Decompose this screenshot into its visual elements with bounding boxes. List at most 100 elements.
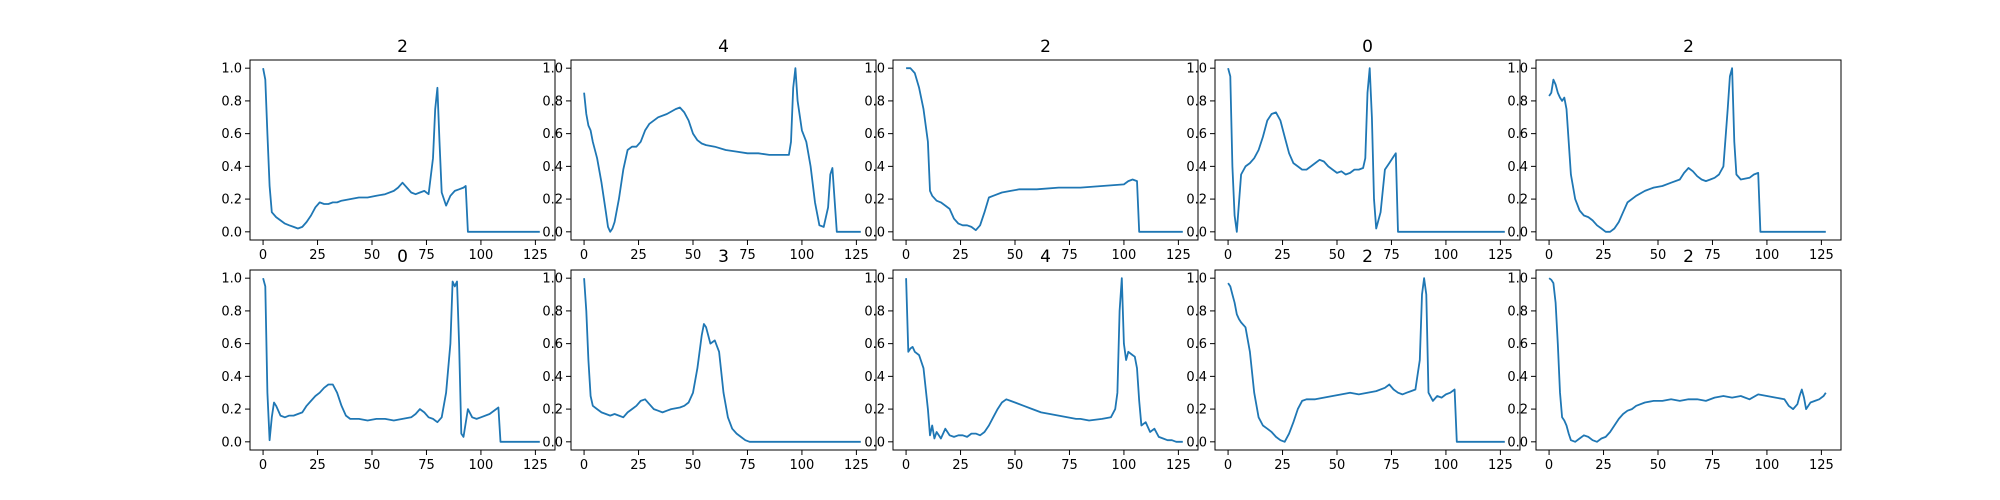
y-tick-label: 0.2	[221, 403, 242, 418]
y-tick-label: 1.0	[1186, 62, 1207, 77]
x-tick-label: 125	[844, 248, 869, 263]
subplot-title: 2	[1683, 247, 1694, 267]
y-tick-label: 0.8	[1186, 304, 1207, 319]
subplot-5: 2 0 25 50 75 100 125 0.0 0.2 0.4 0.6 0.8 1.0	[1507, 37, 1842, 263]
y-tick-label: 1.0	[1186, 272, 1207, 287]
y-tick-label: 0.0	[542, 435, 563, 450]
x-tick-label: 0	[902, 248, 910, 263]
subplot-1: 2 0 25 50 75 100 125 0.0 0.2 0.4 0.6 0.8 1.0	[221, 37, 556, 263]
x-tick-label: 125	[523, 458, 548, 473]
x-tick-label: 50	[685, 248, 702, 263]
x-tick-label: 0	[259, 458, 267, 473]
y-tick-label: 0.0	[1507, 225, 1528, 240]
x-tick-label: 125	[523, 248, 548, 263]
subplot-title: 2	[397, 37, 408, 57]
subplot-7: 3 0 25 50 75 100 125 0.0 0.2 0.4 0.6 0.8 1.0	[542, 247, 877, 473]
x-tick-label: 0	[1545, 248, 1553, 263]
y-tick-label: 1.0	[542, 62, 563, 77]
y-tick-label: 1.0	[864, 62, 885, 77]
x-tick-label: 25	[630, 248, 647, 263]
subplot-title: 2	[1683, 37, 1694, 57]
subplot-title: 4	[1040, 247, 1051, 267]
x-tick-label: 75	[1061, 248, 1078, 263]
x-tick-label: 25	[309, 248, 326, 263]
x-tick-label: 50	[364, 458, 381, 473]
series-line	[262, 277, 540, 443]
x-tick-label: 25	[1274, 248, 1291, 263]
x-tick-label: 25	[309, 458, 326, 473]
x-tick-label: 0	[259, 248, 267, 263]
plot-frame	[570, 59, 877, 241]
x-tick-label: 125	[1166, 458, 1191, 473]
series-line	[1227, 67, 1505, 233]
y-tick-label: 0.2	[864, 403, 885, 418]
plot-frame	[1535, 59, 1842, 241]
y-tick-label: 0.8	[542, 94, 563, 109]
y-tick-label: 0.4	[1507, 160, 1528, 175]
x-tick-label: 25	[630, 458, 647, 473]
subplot-title: 2	[1362, 247, 1373, 267]
plot-frame	[249, 269, 556, 451]
y-tick-label: 0.0	[1186, 435, 1207, 450]
y-tick-label: 0.6	[1186, 127, 1207, 142]
subplot-4: 0 0 25 50 75 100 125 0.0 0.2 0.4 0.6 0.8 1.0	[1186, 37, 1521, 263]
y-tick-label: 0.0	[221, 435, 242, 450]
subplot-title: 3	[718, 247, 729, 267]
y-tick-label: 0.0	[1186, 225, 1207, 240]
series-line	[583, 278, 861, 443]
y-tick-label: 0.4	[1507, 370, 1528, 385]
series-line	[1227, 277, 1505, 443]
x-tick-label: 25	[1274, 458, 1291, 473]
y-tick-label: 0.6	[221, 337, 242, 352]
x-tick-label: 75	[1704, 458, 1721, 473]
x-tick-label: 50	[685, 458, 702, 473]
subplot-title: 4	[718, 37, 729, 57]
y-tick-label: 0.2	[542, 193, 563, 208]
x-tick-label: 75	[739, 458, 756, 473]
y-tick-label: 0.6	[542, 127, 563, 142]
plot-frame	[1214, 269, 1521, 451]
y-tick-label: 0.2	[1186, 193, 1207, 208]
x-tick-label: 100	[790, 458, 815, 473]
y-tick-label: 0.2	[542, 403, 563, 418]
series-line	[905, 277, 1183, 443]
y-tick-label: 0.8	[1507, 304, 1528, 319]
x-tick-label: 50	[1650, 458, 1667, 473]
x-tick-label: 125	[1488, 248, 1513, 263]
x-tick-label: 25	[1595, 248, 1612, 263]
y-tick-label: 0.6	[1507, 337, 1528, 352]
x-tick-label: 25	[952, 248, 969, 263]
y-tick-label: 0.4	[1186, 370, 1207, 385]
x-tick-label: 75	[418, 248, 435, 263]
y-tick-label: 0.8	[864, 94, 885, 109]
y-tick-label: 0.0	[864, 225, 885, 240]
y-tick-label: 0.6	[542, 337, 563, 352]
x-tick-label: 125	[1809, 458, 1834, 473]
x-tick-label: 100	[790, 248, 815, 263]
plot-frame	[1214, 59, 1521, 241]
series-line	[906, 67, 1183, 233]
y-tick-label: 0.0	[542, 225, 563, 240]
plot-frame	[1535, 269, 1842, 451]
x-tick-label: 100	[469, 248, 494, 263]
x-tick-label: 125	[1809, 248, 1834, 263]
subplot-2: 4 0 25 50 75 100 125 0.0 0.2 0.4 0.6 0.8 1.0	[542, 37, 877, 263]
y-tick-label: 0.6	[864, 127, 885, 142]
y-tick-label: 0.2	[864, 193, 885, 208]
x-tick-label: 0	[902, 458, 910, 473]
subplot-title: 0	[397, 247, 408, 267]
y-tick-label: 0.8	[221, 94, 242, 109]
subplot-grid: 2 0 25 50 75 100 125 0.0 0.2 0.4 0.6 0.8 1.0 4 0 25 50 75…	[221, 37, 1842, 473]
y-tick-label: 0.4	[221, 160, 242, 175]
y-tick-label: 0.6	[864, 337, 885, 352]
x-tick-label: 0	[580, 248, 588, 263]
x-tick-label: 125	[1166, 248, 1191, 263]
x-tick-label: 100	[469, 458, 494, 473]
y-tick-label: 0.2	[1507, 193, 1528, 208]
y-tick-label: 1.0	[1507, 272, 1528, 287]
y-tick-label: 0.0	[864, 435, 885, 450]
x-tick-label: 75	[1383, 248, 1400, 263]
subplot-10: 2 0 25 50 75 100 125 0.0 0.2 0.4 0.6 0.8 1.0	[1507, 247, 1842, 473]
x-tick-label: 50	[1007, 248, 1024, 263]
